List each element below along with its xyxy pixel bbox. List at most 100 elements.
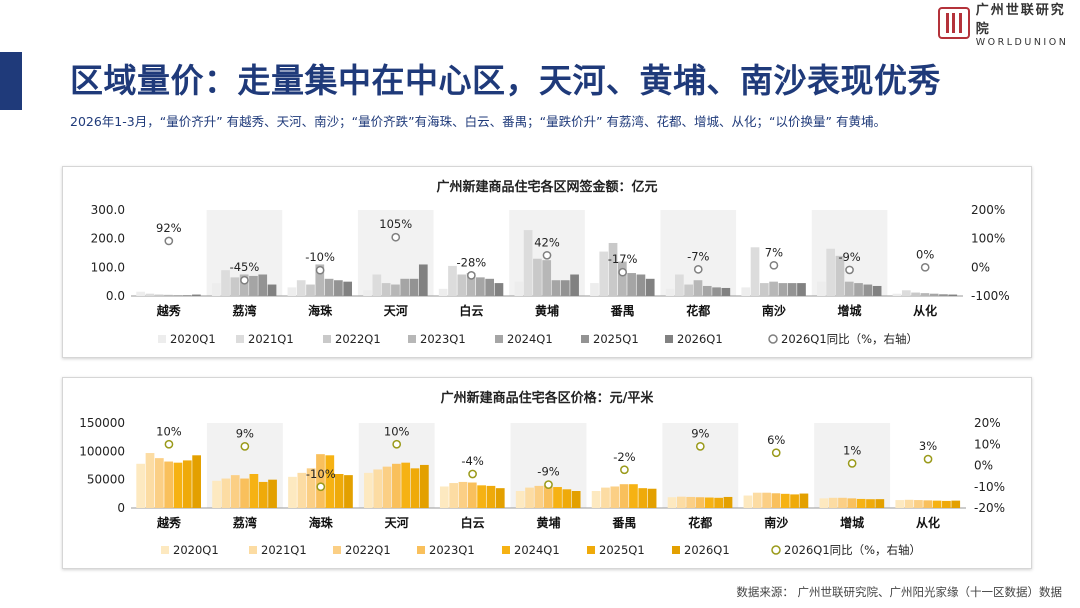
y2-axis-tick: 100% [971,232,1005,246]
bar-2025Q1 [714,497,724,508]
legend-swatch [249,546,257,554]
bar-2021Q1 [599,251,609,296]
yoy-marker [620,465,629,475]
bar-2026Q1 [875,499,885,508]
category-label: 越秀 [156,303,182,318]
bar-2026Q1 [951,500,961,508]
page-subtitle: 2026年1-3月，“量价齐升” 有越秀、天河、南沙；“量价齐跌”有海珠、白云、… [70,114,886,129]
bar-2021Q1 [677,496,686,508]
bar-2021Q1 [296,280,306,296]
legend-swatch [665,335,673,343]
legend-swatch [161,546,169,554]
bar-2021Q1 [449,483,459,508]
category-label: 从化 [916,515,940,530]
legend-label: 2020Q1 [173,543,219,557]
bar-2023Q1 [164,294,173,296]
bar-2024Q1 [780,493,790,508]
bar-2021Q1 [145,453,155,508]
y-axis-tick: 300.0 [91,203,125,217]
legend-swatch [672,546,680,554]
bar-2022Q1 [838,497,847,508]
amount-chart: 广州新建商品住宅各区网签金额：亿元 0.0 100.0 200.0 300.0 -100%… [91,179,1010,346]
bar-2025Q1 [560,280,570,296]
legend-label: 2026Q1 [677,332,723,346]
bar-2021Q1 [601,487,610,508]
bar-2023Q1 [467,482,477,508]
yoy-label: 10% [156,424,182,438]
bar-2024Q1 [249,275,258,296]
bar-2020Q1 [892,293,902,296]
bar-2025Q1 [712,287,721,296]
yoy-marker [845,265,854,275]
category-label: 番禺 [611,515,636,530]
yoy-marker [316,482,326,492]
legend-swatch [495,335,503,343]
category-label: 花都 [688,515,712,530]
bar-2022Q1 [914,500,923,508]
legend-swatch [333,546,341,554]
bar-2020Q1 [817,281,826,296]
yoy-marker [542,250,552,260]
yoy-label: 3% [919,439,937,453]
bar-2026Q1 [344,475,353,508]
bar-2025Q1 [790,494,799,508]
bar-2024Q1 [551,280,561,296]
category-label: 海珠 [309,515,334,530]
yoy-label: -9% [838,250,860,264]
y-axis-tick: 150000 [79,416,125,430]
bar-2024Q1 [627,273,636,296]
bar-2026Q1 [872,285,882,296]
yoy-marker [693,264,703,274]
yoy-label: 92% [156,221,182,235]
bar-2024Q1 [929,293,939,296]
bar-2025Q1 [486,485,496,508]
bar-2022Q1 [835,255,845,296]
yoy-label: -10% [305,250,335,264]
legend-label: 2022Q1 [345,543,391,557]
bar-2024Q1 [702,285,712,296]
yoy-marker [847,459,857,468]
y-axis-tick: 0 [117,501,125,515]
y-axis-tick: 100000 [79,444,125,458]
bar-2026Q1 [192,294,201,296]
yoy-marker [391,232,401,242]
bar-2026Q1 [267,284,277,296]
yoy-label: 10% [384,424,410,438]
bar-2024Q1 [856,498,866,508]
bar-2022Q1 [686,496,696,508]
bar-2025Q1 [182,460,192,508]
bar-2022Q1 [457,274,467,296]
yoy-label: 6% [767,433,785,447]
bar-2021Q1 [448,265,457,296]
legend-label: 2025Q1 [599,543,645,557]
bar-2023Q1 [239,274,249,296]
bar-2024Q1 [401,462,411,508]
bar-2024Q1 [778,283,788,296]
legend-label: 2023Q1 [420,332,466,346]
y-axis-tick: 100.0 [91,260,125,274]
bar-2024Q1 [249,474,259,508]
yoy-label: -45% [230,260,260,274]
bar-2021Q1 [221,270,230,296]
bar-2022Q1 [684,284,694,296]
bar-2026Q1 [948,294,958,296]
bar-2021Q1 [373,469,383,508]
legend-label: 2024Q1 [514,543,560,557]
legend-label: 2026Q1同比（%，右轴） [784,543,921,557]
y2-axis-tick: 200% [971,203,1005,217]
legend-marker [771,545,781,555]
y-axis-tick: 0.0 [106,289,125,303]
category-band [811,210,888,296]
bar-2026Q1 [268,479,277,508]
bar-2025Q1 [182,295,192,296]
yoy-label: 9% [236,426,254,440]
bar-2023Q1 [920,293,930,296]
yoy-label: 9% [691,426,709,440]
bar-2024Q1 [173,295,183,296]
legend-swatch [236,335,244,343]
category-label: 海珠 [308,303,333,318]
yoy-label: -2% [613,450,635,464]
bar-2025Q1 [258,481,268,508]
category-band [662,423,739,508]
category-label: 荔湾 [231,303,256,318]
